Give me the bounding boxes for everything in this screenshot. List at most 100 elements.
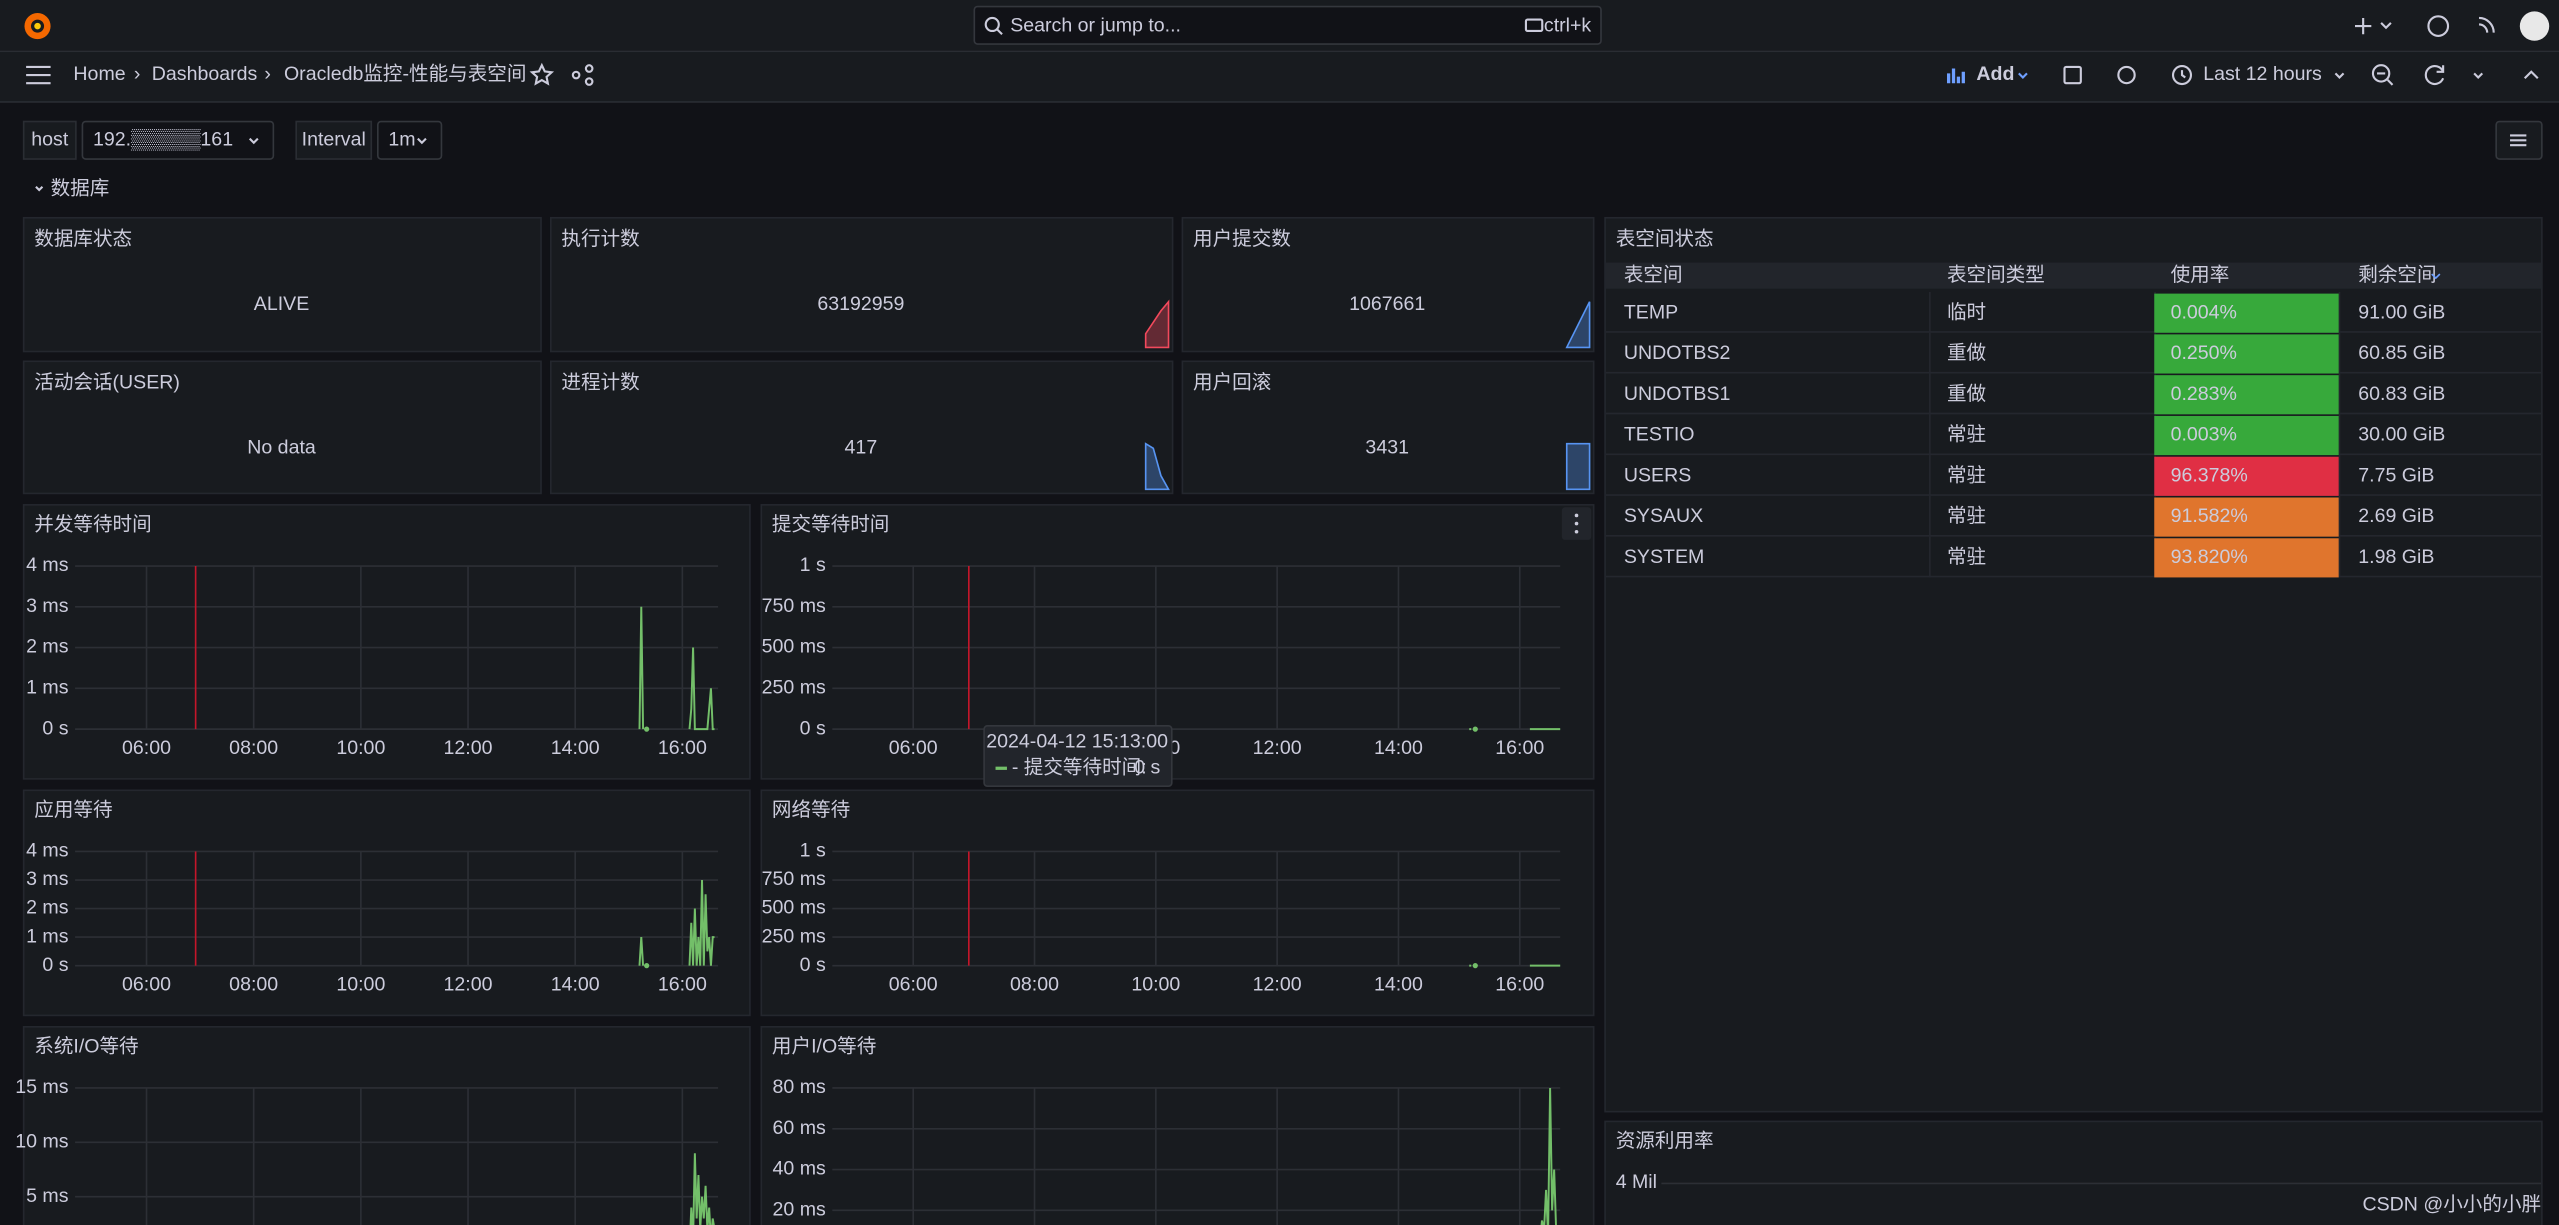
x-tick-label: 06:00 — [889, 737, 938, 759]
logo-core — [34, 22, 41, 30]
user-avatar[interactable] — [2519, 11, 2550, 41]
table-cell: 0.003% — [2171, 424, 2237, 446]
table-cell: 临时 — [1947, 301, 1986, 323]
panel-title: 用户提交数 — [1193, 228, 1291, 250]
y-tick-label: 3 ms — [26, 868, 69, 890]
clock-hand — [2180, 70, 2186, 79]
add-icon — [1946, 68, 1965, 84]
menu-dot — [1574, 529, 1579, 534]
x-tick-label: 16:00 — [658, 737, 707, 759]
y-tick-label: 500 ms — [762, 897, 826, 919]
series-line — [1540, 1087, 1557, 1225]
breadcrumb-separator: › — [134, 63, 141, 85]
x-tick-label: 06:00 — [122, 737, 171, 759]
data-point — [644, 963, 650, 969]
search-box[interactable] — [973, 5, 1602, 45]
variable-label-box — [22, 120, 77, 160]
add-button[interactable]: Add — [1976, 63, 2014, 85]
usage-cell — [2154, 538, 2339, 578]
stat-value: 1067661 — [1349, 293, 1425, 315]
table-cell: 常驻 — [1947, 546, 1986, 568]
column-header[interactable]: 表空间类型 — [1947, 264, 2045, 286]
column-header[interactable]: 使用率 — [2171, 264, 2230, 286]
search-shortcut: ctrl+k — [1544, 14, 1592, 36]
variable-select[interactable] — [376, 120, 443, 160]
panel-title: 执行计数 — [561, 228, 639, 250]
sparkline — [1144, 299, 1170, 349]
data-point — [644, 726, 650, 732]
variable-label-box — [295, 120, 373, 160]
share-button[interactable] — [571, 64, 594, 86]
menu-toggle[interactable] — [26, 65, 51, 85]
y-tick-label: 1 s — [800, 840, 826, 862]
menu-dot — [1574, 513, 1579, 518]
zoom-out-button[interactable] — [2371, 64, 2391, 83]
x-tick-label: 10:00 — [1131, 973, 1180, 995]
sort-indicator — [2431, 273, 2441, 280]
help-button[interactable] — [2427, 15, 2450, 37]
usage-cell — [2154, 497, 2339, 537]
table-cell: 60.85 GiB — [2358, 342, 2445, 364]
settings-button[interactable] — [2117, 65, 2136, 85]
variable-select[interactable] — [81, 120, 275, 160]
row-title[interactable]: 数据库 — [51, 177, 110, 199]
y-tick-label: 20 ms — [773, 1198, 827, 1220]
y-tick-label: 1 s — [800, 554, 826, 576]
chevron — [248, 137, 259, 145]
stat-value: No data — [247, 437, 316, 459]
table-cell: 7.75 GiB — [2358, 464, 2434, 486]
data-point — [1472, 963, 1478, 969]
refresh-interval-chevron[interactable] — [2473, 72, 2484, 79]
tooltip — [983, 725, 1173, 788]
news-button[interactable] — [2478, 16, 2495, 33]
table-cell: 0.283% — [2171, 383, 2237, 405]
breadcrumb-current: Oracledb监控-性能与表空间 — [284, 63, 526, 85]
stat-value: 3431 — [1365, 437, 1409, 459]
data-point — [1472, 726, 1478, 732]
panel-title: 资源利用率 — [1616, 1130, 1714, 1152]
column-header[interactable]: 剩余空间 — [2358, 264, 2436, 286]
panel — [1181, 360, 1595, 495]
table-cell: UNDOTBS2 — [1624, 342, 1731, 364]
y-tick-label: 60 ms — [773, 1117, 827, 1139]
breadcrumb-dashboards[interactable]: Dashboards — [152, 63, 258, 85]
panel-title: 系统I/O等待 — [34, 1035, 138, 1057]
panel — [22, 1025, 751, 1225]
x-tick-label: 08:00 — [1010, 973, 1059, 995]
grafana-logo[interactable] — [24, 13, 51, 40]
usage-cell — [2154, 456, 2339, 496]
panel — [1181, 216, 1595, 353]
save-button[interactable] — [2063, 65, 2082, 85]
x-tick-label: 10:00 — [336, 973, 385, 995]
panel-title: 表空间状态 — [1616, 228, 1714, 250]
row-chevron[interactable] — [35, 186, 44, 192]
series-line — [688, 647, 715, 731]
collapse-button[interactable] — [2523, 70, 2539, 80]
panel — [549, 216, 1174, 353]
time-range-picker[interactable]: Last 12 hours — [2203, 63, 2322, 85]
table-cell: TEMP — [1624, 301, 1678, 323]
variable-label: Interval — [302, 128, 366, 150]
chevron — [2018, 72, 2028, 79]
panel-title: 网络等待 — [772, 799, 850, 821]
table-cell: 96.378% — [2171, 464, 2248, 486]
y-tick-label: 250 ms — [762, 677, 826, 699]
column-header[interactable]: 表空间 — [1624, 264, 1683, 286]
zoom-out-icon — [2377, 72, 2394, 86]
panel — [1604, 1120, 2543, 1225]
table-cell: UNDOTBS1 — [1624, 383, 1731, 405]
table-cell: 93.820% — [2171, 546, 2248, 568]
breadcrumb-home[interactable]: Home — [73, 63, 125, 85]
clock-icon — [2171, 65, 2193, 86]
star-button[interactable] — [529, 62, 555, 86]
table-cell: SYSTEM — [1624, 546, 1704, 568]
x-tick-label: 14:00 — [551, 737, 600, 759]
panel-title: 数据库状态 — [34, 228, 132, 250]
refresh-button[interactable] — [2424, 65, 2445, 86]
usage-cell — [2154, 334, 2339, 374]
panel — [549, 360, 1174, 495]
new-button[interactable] — [2354, 17, 2392, 35]
watermark: CSDN @小小的小胖 — [2362, 1194, 2541, 1216]
